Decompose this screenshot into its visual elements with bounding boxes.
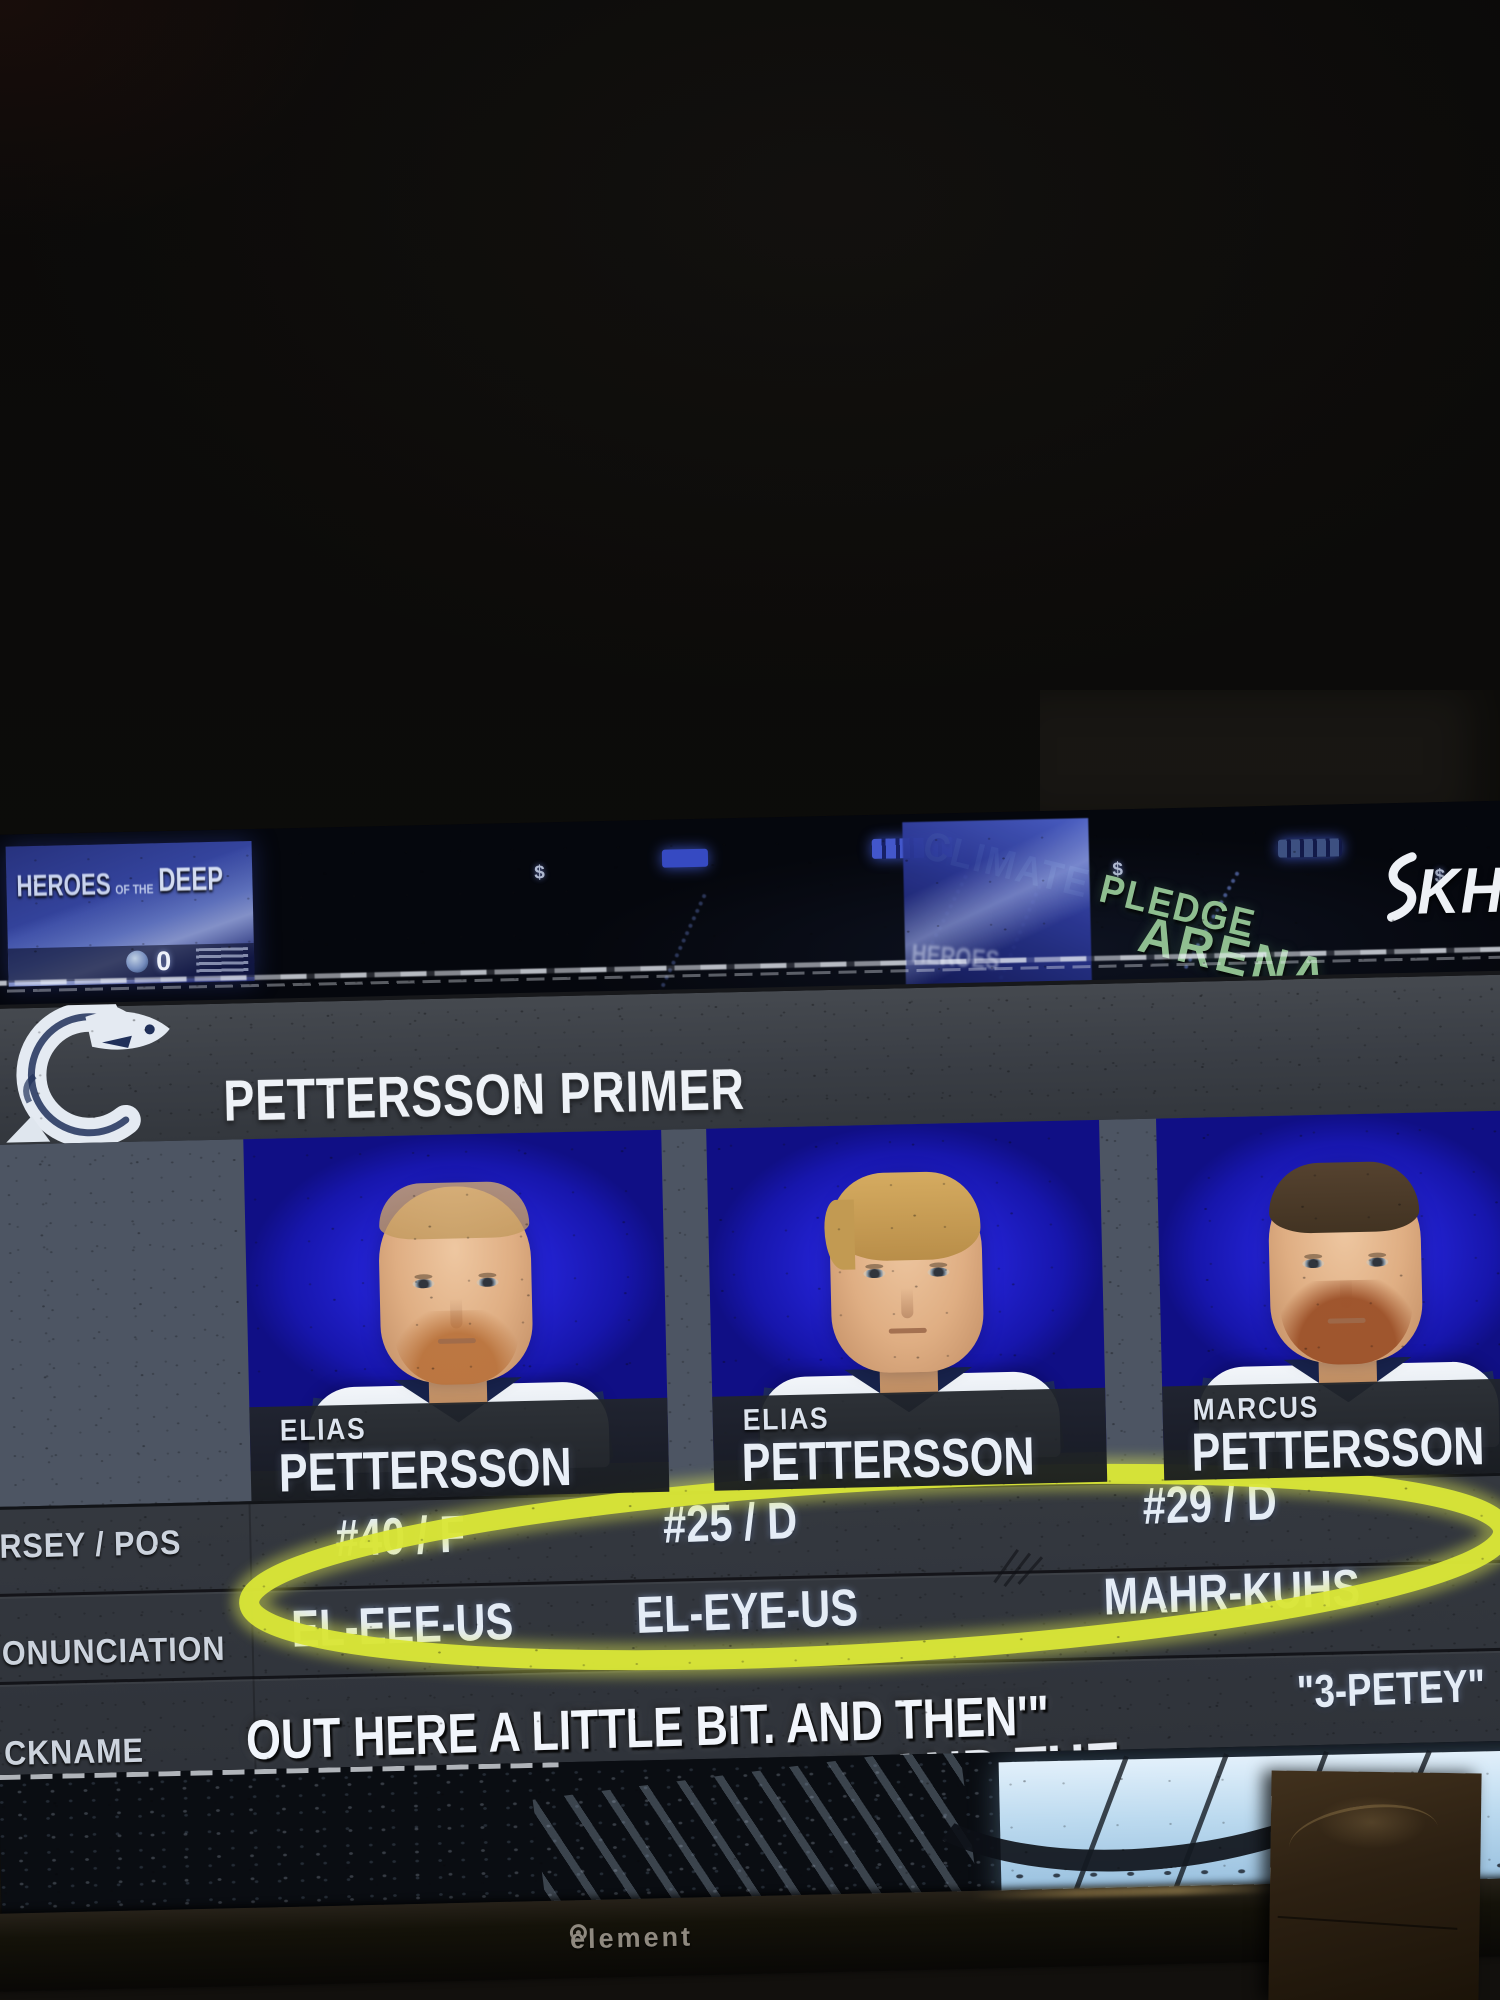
jumbotron-text-of-the: OF THE <box>115 881 154 898</box>
face <box>827 1170 985 1374</box>
face <box>377 1180 534 1386</box>
cardboard-box <box>1268 1770 1482 2000</box>
row-label-jersey-pos: RSEY / POS <box>0 1523 182 1566</box>
network-logo-swoosh <box>1387 852 1417 922</box>
row-label-nickname: CKNAME <box>3 1731 145 1773</box>
string-lights <box>657 893 707 996</box>
player-last-name: PETTERSSON <box>741 1426 1036 1494</box>
element-logo: element <box>569 1921 693 1954</box>
eyes <box>1296 1257 1394 1271</box>
jersey-pos-player2: #25 / D <box>662 1491 799 1555</box>
nameplate-1: ELIAS PETTERSSON <box>249 1397 670 1504</box>
beard <box>394 1309 520 1386</box>
wall-shadow-step <box>1040 690 1500 822</box>
arena-video-top: HEROES OF THE DEEP 0 $ $ $ CLIMATE PLEDG… <box>0 800 1500 1008</box>
arena-led-sign <box>661 848 709 868</box>
tv-screen: HEROES OF THE DEEP 0 $ $ $ CLIMATE PLEDG… <box>0 800 1500 1929</box>
pen-scribble <box>988 1539 1053 1594</box>
network-logo: KH <box>1382 844 1500 947</box>
dollar-sign: $ <box>534 862 546 884</box>
hair <box>828 1170 981 1263</box>
mouth <box>888 1327 927 1334</box>
nose <box>900 1288 913 1319</box>
nameplate-3: MARCUS PETTERSSON <box>1162 1378 1500 1483</box>
mouth <box>437 1338 476 1344</box>
kraken-logo-icon <box>125 950 149 973</box>
row-label-pronunciation: ONUNCIATION <box>1 1629 226 1673</box>
face <box>1267 1160 1424 1366</box>
pronunciation-player1: EL-EEE-US <box>290 1592 515 1659</box>
jumbotron-text-deep: DEEP <box>157 859 224 899</box>
eyes <box>406 1277 504 1291</box>
hair <box>1268 1160 1420 1235</box>
pronunciation-player3: MAHR-KUHS <box>1102 1559 1361 1627</box>
arena-led-sign <box>1277 838 1343 858</box>
nickname-player3: "3-PETEY" <box>1296 1659 1486 1718</box>
player-last-name: PETTERSSON <box>278 1436 573 1504</box>
jumbotron-text-heroes: HEROES <box>16 866 112 904</box>
hair <box>378 1180 530 1241</box>
mouth <box>1327 1317 1366 1324</box>
graphic-title: PETTERSSON PRIMER <box>222 1056 746 1134</box>
jersey-pos-player1: #40 / F <box>334 1505 466 1569</box>
score-value: 0 <box>155 945 172 977</box>
nameplate-2: ELIAS PETTERSSON <box>712 1387 1108 1494</box>
jumbotron-screen: HEROES OF THE DEEP 0 <box>5 841 255 987</box>
network-logo-letters: KH <box>1416 853 1500 928</box>
stats-microtext <box>195 947 249 975</box>
eyes <box>857 1267 955 1281</box>
pronunciation-player2: EL-EYE-US <box>635 1579 859 1645</box>
element-logo-text: element <box>569 1921 694 1955</box>
player-last-name: PETTERSSON <box>1190 1416 1486 1483</box>
canucks-orca-logo <box>0 1002 188 1146</box>
box-crease <box>1277 1915 1458 1930</box>
